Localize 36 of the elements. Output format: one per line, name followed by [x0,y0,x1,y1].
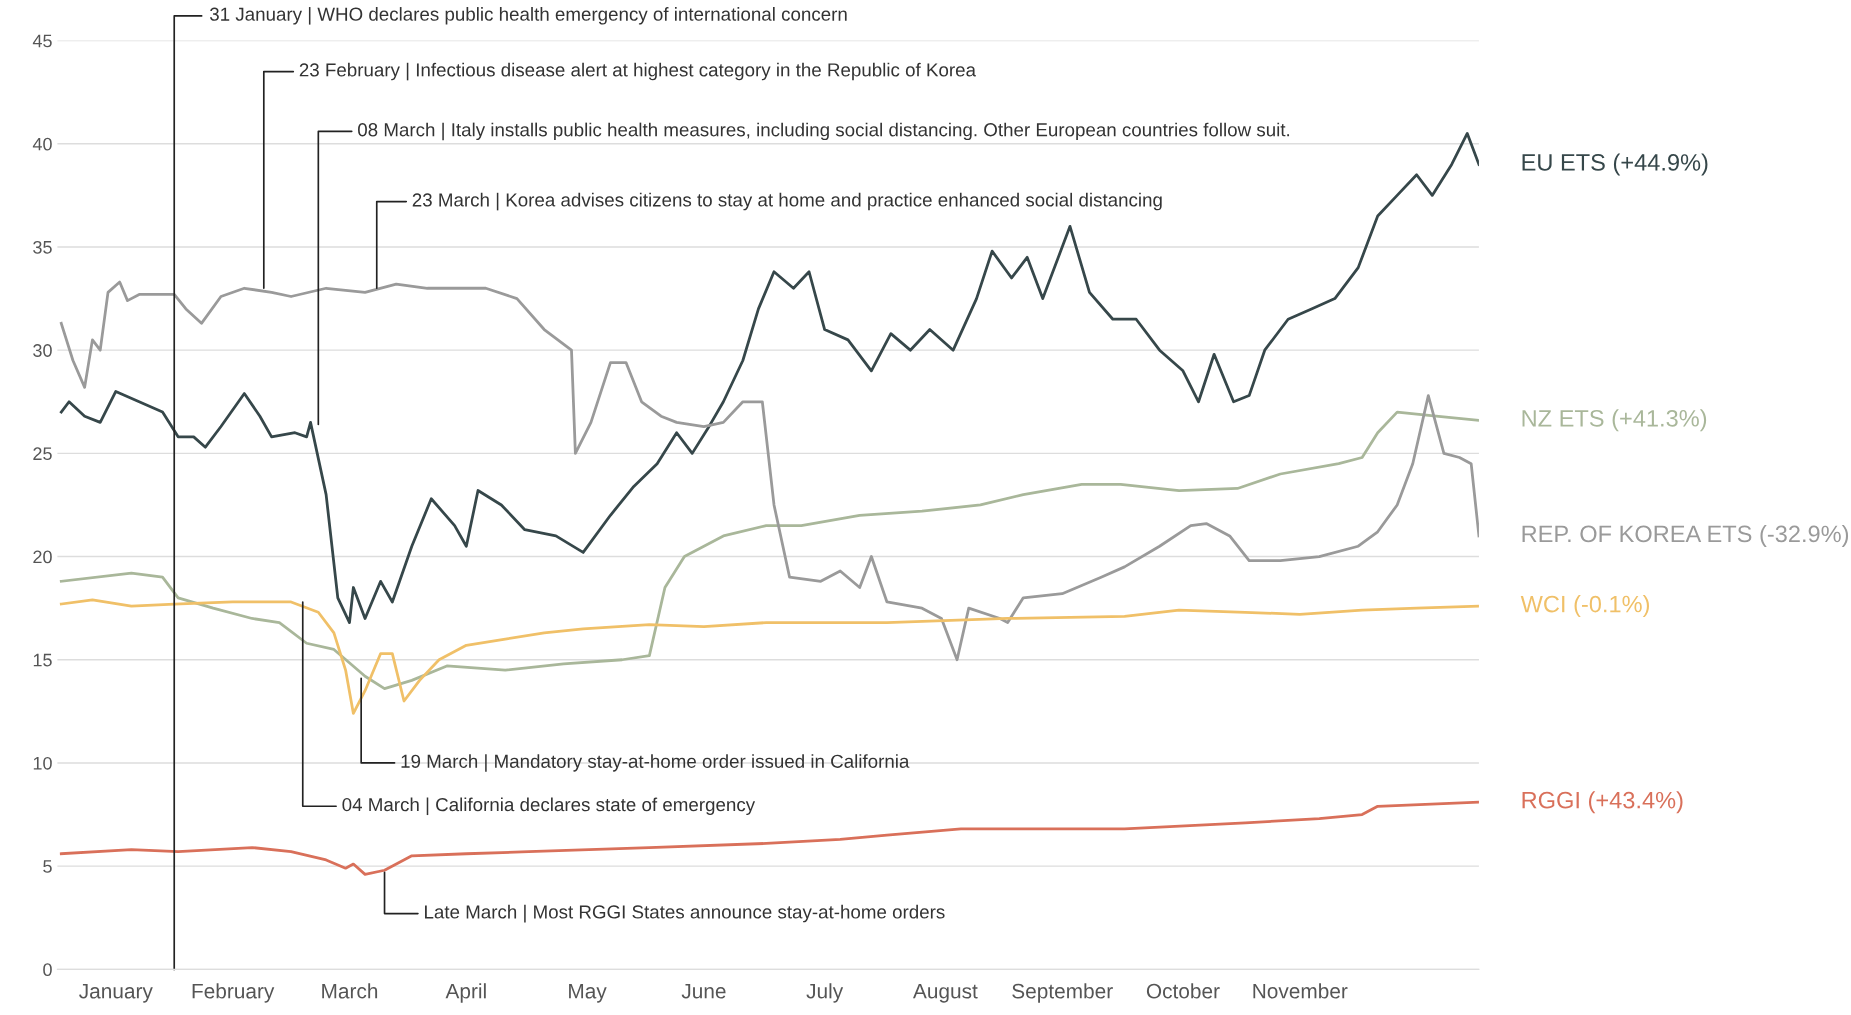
series-label: WCI (-0.1%) [1520,595,1650,618]
series-label: NZ ETS (+41.3%) [1522,409,1707,432]
x-tick-label: January [79,983,153,1003]
x-tick-label: August [912,983,978,1003]
y-tick-label: 0 [43,963,52,977]
series-label: RGGI (+43.4%) [1522,791,1683,814]
annotation: 23 February | Infectious disease alert at highest category in the Republic of Korea [299,62,976,81]
x-tick-label: July [806,983,844,1003]
ref-line-label: 31 January | WHO declares public health emergency of international concern [209,7,847,25]
y-tick-label: 45 [32,34,52,48]
x-tick-label: March [322,983,378,999]
annotation: 23 March | Korea advises citizens to stay at home and practice enhanced social distancing [412,192,1162,211]
y-tick-label: 5 [43,860,52,873]
annotation: Late March | Most RGGI States announce stay-at-home orders [425,904,945,923]
series-label: REP. OF KOREA ETS (-32.9%) [1522,524,1849,547]
x-tick-label: February [192,983,275,1003]
line-series [59,598,1479,715]
y-tick-label: 40 [32,137,52,151]
series-label: EU ETS (+44.9%) [1522,153,1708,176]
y-tick-label: 35 [33,240,52,254]
y-tick-label: 30 [33,344,52,357]
x-tick-label: November [1253,983,1348,999]
x-tick-label: April [445,983,486,1003]
y-tick-label: 10 [33,756,52,770]
x-tick-label: June [681,983,726,999]
line-series [59,410,1479,691]
annotation: 08 March | Italy installs public health measures, including social distancing. Other European countries follow suit. [358,122,1290,141]
y-tick-label: 20 [33,550,52,564]
y-tick-label: 15 [33,653,52,667]
x-tick-label: October [1146,983,1220,999]
annotation: 19 March | Mandatory stay-at-home order issued in California [401,754,910,772]
x-tick-label: May [569,983,607,1003]
x-tick-label: September [1012,983,1113,1003]
y-tick-label: 25 [33,447,52,461]
line-series [59,280,1479,662]
annotation: 04 March | California declares state of emergency [342,797,756,816]
